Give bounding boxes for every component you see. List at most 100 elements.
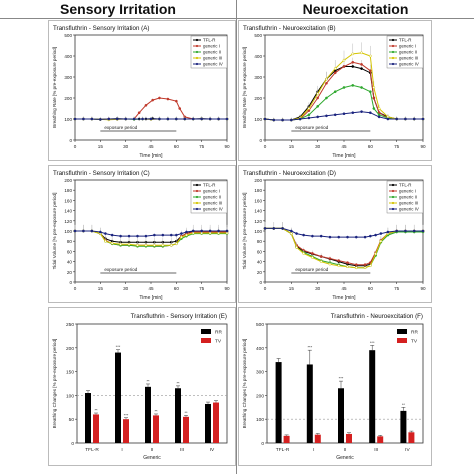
bar-f-0-3 bbox=[369, 350, 376, 443]
x-tick-label-c-6: 90 bbox=[224, 286, 230, 291]
data-point-c-4-16 bbox=[191, 229, 195, 233]
legend-marker-c-1 bbox=[195, 189, 199, 193]
data-point-d-3-9 bbox=[337, 264, 341, 268]
category-label-f-2: II bbox=[344, 447, 347, 453]
legend-label-d-2: generic II bbox=[399, 195, 417, 200]
legend-marker-d-1 bbox=[391, 189, 395, 193]
x-axis-label-a: Time [min] bbox=[139, 153, 163, 159]
data-point-b-2-10 bbox=[351, 84, 355, 87]
data-point-c-4-2 bbox=[90, 229, 94, 233]
data-point-d-4-20 bbox=[421, 229, 425, 233]
data-point-b-3-10 bbox=[351, 52, 355, 56]
bar-e-1-0 bbox=[93, 414, 99, 443]
legend-label-c-1: generic I bbox=[203, 189, 220, 194]
category-label-f-3: III bbox=[374, 447, 378, 453]
data-point-d-4-7 bbox=[319, 234, 323, 238]
y-tick-label-b-0: 0 bbox=[259, 138, 262, 143]
legend-marker-c-0 bbox=[195, 183, 199, 187]
plot-frame-e bbox=[76, 323, 228, 444]
y-axis-label-f: Breathing Changes [% pre-exposure period… bbox=[242, 339, 247, 429]
x-axis-label-c: Time [min] bbox=[139, 295, 163, 301]
bar-f-0-2 bbox=[338, 388, 344, 443]
x-tick-label-c-4: 60 bbox=[174, 286, 180, 291]
data-point-a-1-8 bbox=[137, 111, 141, 115]
bar-f-1-4 bbox=[408, 432, 415, 443]
data-point-d-3-11 bbox=[354, 266, 358, 270]
data-point-b-4-6 bbox=[316, 115, 320, 119]
data-point-b-4-15 bbox=[395, 117, 399, 121]
y-tick-label-a-4: 400 bbox=[64, 54, 72, 59]
data-point-d-4-0 bbox=[263, 227, 267, 230]
exposure-label-d: exposure period bbox=[295, 267, 328, 272]
data-point-c-3-4 bbox=[104, 239, 107, 243]
y-tick-label-b-2: 200 bbox=[254, 96, 262, 101]
data-point-a-1-14 bbox=[178, 107, 182, 110]
data-point-a-4-0 bbox=[73, 117, 77, 121]
data-point-a-4-2 bbox=[90, 117, 94, 121]
data-point-a-4-1 bbox=[82, 117, 85, 121]
y-tick-label-d-10: 200 bbox=[254, 178, 262, 183]
data-point-c-4-18 bbox=[208, 229, 212, 233]
data-point-b-4-7 bbox=[325, 114, 328, 118]
significance-mark-e-0-3: ** bbox=[176, 380, 180, 385]
bar-e-0-3 bbox=[175, 388, 181, 443]
y-tick-label-d-9: 180 bbox=[254, 188, 262, 193]
data-point-c-3-7 bbox=[127, 242, 131, 246]
data-point-a-4-18 bbox=[225, 117, 229, 121]
x-tick-label-a-0: 0 bbox=[74, 144, 77, 149]
x-tick-label-d-5: 75 bbox=[394, 286, 400, 291]
x-tick-label-b-1: 15 bbox=[289, 144, 295, 149]
legend-swatch-f-0 bbox=[397, 329, 407, 334]
x-axis-label-d: Time [min] bbox=[332, 295, 356, 301]
data-point-c-3-5 bbox=[110, 241, 114, 245]
data-point-b-4-10 bbox=[351, 111, 355, 115]
chart-title-b: Transfluthrin - Neuroexcitation (B) bbox=[243, 25, 336, 32]
y-tick-label-a-0: 0 bbox=[69, 138, 72, 143]
divider-vertical bbox=[236, 0, 237, 474]
y-axis-label-b: Breathing Rate [% pre-exposure period] bbox=[242, 47, 247, 128]
legend-marker-a-4 bbox=[195, 62, 199, 66]
legend-marker-b-4 bbox=[391, 62, 395, 66]
data-point-a-4-8 bbox=[141, 117, 144, 121]
y-axis-label-a: Breathing Rate [% pre-exposure period] bbox=[52, 47, 57, 128]
data-point-d-4-11 bbox=[354, 235, 358, 239]
x-tick-label-c-1: 15 bbox=[98, 286, 104, 291]
legend-label-d-0: TFL-R bbox=[399, 183, 411, 188]
legend-marker-c-4 bbox=[195, 207, 199, 211]
data-point-b-3-7 bbox=[325, 77, 328, 81]
legend-marker-b-3 bbox=[391, 56, 395, 60]
exposure-label-c: exposure period bbox=[104, 267, 137, 272]
data-point-d-1-12 bbox=[363, 263, 367, 267]
y-tick-label-a-3: 300 bbox=[64, 75, 72, 80]
bar-f-1-2 bbox=[346, 433, 352, 443]
data-point-b-4-11 bbox=[360, 110, 363, 114]
x-tick-label-d-6: 90 bbox=[420, 286, 426, 291]
legend-label-a-4: generic IV bbox=[203, 62, 223, 67]
data-point-d-1-9 bbox=[337, 259, 341, 262]
y-tick-label-d-2: 40 bbox=[257, 260, 263, 265]
legend-marker-c-2 bbox=[195, 195, 199, 199]
data-point-c-4-6 bbox=[119, 234, 122, 238]
y-tick-label-c-2: 40 bbox=[67, 260, 73, 265]
data-point-b-4-16 bbox=[404, 117, 407, 121]
data-point-d-1-10 bbox=[346, 261, 349, 264]
y-tick-label-a-2: 200 bbox=[64, 96, 72, 101]
x-tick-label-a-6: 90 bbox=[224, 144, 230, 149]
category-label-e-1: I bbox=[121, 447, 122, 453]
legend-label-d-1: generic I bbox=[399, 189, 416, 194]
significance-mark-e-0-1: *** bbox=[116, 344, 121, 349]
data-point-d-3-4 bbox=[295, 245, 298, 249]
series-line-d-4 bbox=[265, 227, 423, 238]
data-point-b-4-2 bbox=[281, 118, 284, 122]
data-point-b-2-12 bbox=[368, 90, 372, 94]
legend-swatch-f-1 bbox=[397, 338, 407, 343]
y-tick-label-e-0: 0 bbox=[71, 441, 74, 447]
panel-a: Transfluthrin - Sensory Irritation (A) 0 1… bbox=[48, 20, 236, 161]
data-point-b-3-8 bbox=[333, 67, 337, 70]
data-point-b-0-10 bbox=[351, 65, 355, 68]
data-point-b-3-11 bbox=[360, 51, 363, 55]
data-point-a-4-5 bbox=[115, 117, 119, 121]
x-tick-label-b-0: 0 bbox=[264, 144, 267, 149]
x-tick-label-b-2: 30 bbox=[315, 144, 321, 149]
legend-marker-a-0 bbox=[195, 38, 199, 42]
